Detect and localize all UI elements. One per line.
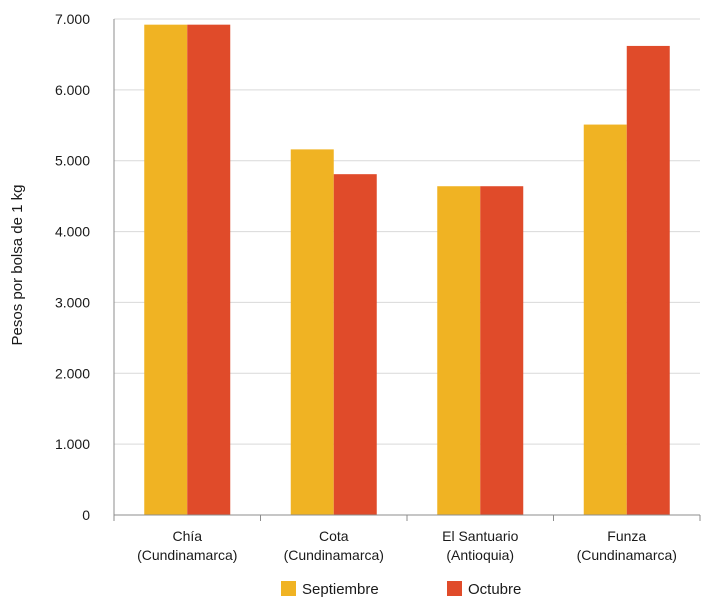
y-tick-label: 3.000: [55, 294, 90, 310]
legend-label-septiembre: Septiembre: [302, 581, 379, 597]
x-tick-label: Chía: [172, 528, 202, 544]
bar-octubre-3: [626, 45, 670, 515]
y-tick-labels: 0 1.000 2.000 3.000 4.000 5.000 6.000 7.000: [55, 11, 90, 523]
bar-octubre-0: [187, 24, 231, 515]
bar-septiembre-3: [583, 124, 627, 515]
legend-swatch-octubre: [447, 581, 462, 596]
y-tick-label: 0: [82, 507, 90, 523]
x-tick-label: (Cundinamarca): [284, 547, 384, 563]
legend-label-octubre: Octubre: [468, 581, 521, 597]
y-tick-label: 1.000: [55, 436, 90, 452]
x-tick-label: Cota: [319, 528, 349, 544]
y-tick-label: 4.000: [55, 224, 90, 240]
x-tick-label: (Cundinamarca): [577, 547, 677, 563]
y-tick-label: 7.000: [55, 11, 90, 27]
legend-swatch-septiembre: [281, 581, 296, 596]
x-tick-label: Funza: [607, 528, 646, 544]
x-tick-label: El Santuario: [442, 528, 518, 544]
x-tick-label: (Cundinamarca): [137, 547, 237, 563]
bar-septiembre-1: [290, 149, 334, 515]
bar-septiembre-2: [437, 186, 481, 516]
y-tick-label: 6.000: [55, 82, 90, 98]
axes: [113, 19, 701, 521]
x-tick-label: (Antioquia): [446, 547, 514, 563]
y-tick-label: 2.000: [55, 365, 90, 381]
bar-octubre-2: [480, 186, 524, 516]
y-axis-title: Pesos por bolsa de 1 kg: [9, 185, 26, 346]
bar-septiembre-0: [144, 24, 188, 515]
bars: [144, 24, 670, 516]
legend: Septiembre Octubre: [281, 581, 521, 597]
y-tick-label: 5.000: [55, 153, 90, 169]
x-tick-labels: Chía (Cundinamarca) Cota (Cundinamarca) El S…: [137, 528, 677, 563]
bar-octubre-1: [333, 174, 377, 516]
